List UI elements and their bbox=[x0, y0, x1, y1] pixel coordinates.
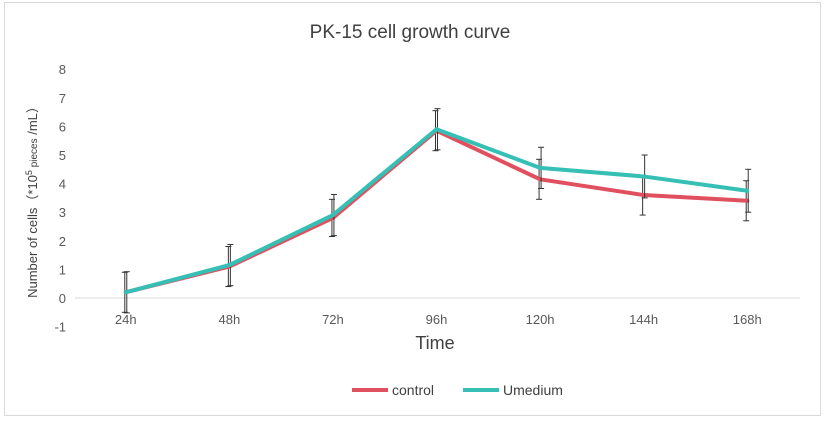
data-point bbox=[227, 263, 232, 268]
x-tick-label: 168h bbox=[733, 312, 762, 327]
data-point bbox=[538, 165, 543, 170]
x-axis-label: Time bbox=[415, 333, 454, 353]
legend-item-Umedium: Umedium bbox=[463, 382, 563, 398]
y-tick-label: 0 bbox=[59, 291, 66, 306]
data-point bbox=[434, 127, 439, 132]
chart-title: PK-15 cell growth curve bbox=[310, 22, 511, 43]
series-line-Umedium bbox=[123, 127, 750, 295]
x-tick-label: 144h bbox=[629, 312, 658, 327]
y-axis-label: Number of cells（*105 pieces /mL） bbox=[24, 100, 40, 298]
data-point bbox=[641, 174, 646, 179]
x-tick-label: 120h bbox=[526, 312, 555, 327]
x-tick-label: 24h bbox=[115, 312, 137, 327]
data-point bbox=[330, 213, 335, 218]
legend-label: control bbox=[392, 382, 434, 398]
y-tick-label: 6 bbox=[59, 119, 66, 134]
x-tick-label: 48h bbox=[219, 312, 241, 327]
series-control bbox=[121, 110, 750, 313]
y-tick-label: 3 bbox=[59, 205, 66, 220]
y-tick-label: 8 bbox=[59, 62, 66, 77]
series-Umedium bbox=[123, 108, 752, 314]
x-tick-labels: 24h 48h 72h 96h 120h 144h 168h bbox=[115, 312, 762, 327]
y-tick-label: -1 bbox=[54, 320, 66, 335]
legend-label: Umedium bbox=[503, 382, 563, 398]
y-axis-label-unit-small: pieces bbox=[29, 138, 40, 170]
y-tick-label: 2 bbox=[59, 234, 66, 249]
x-tick-label: 96h bbox=[426, 312, 448, 327]
y-tick-label: 1 bbox=[59, 262, 66, 277]
data-point bbox=[745, 188, 750, 193]
y-tick-label: 4 bbox=[59, 177, 66, 192]
y-tick-label: 5 bbox=[59, 148, 66, 163]
x-tick-label: 72h bbox=[322, 312, 344, 327]
y-tick-label: 7 bbox=[59, 91, 66, 106]
chart-frame bbox=[4, 2, 821, 416]
legend: control Umedium bbox=[352, 382, 563, 398]
series-layer bbox=[121, 108, 752, 314]
y-axis-label-superscript: 5 bbox=[24, 170, 34, 175]
data-point bbox=[123, 290, 128, 295]
legend-item-control: control bbox=[352, 382, 434, 398]
y-tick-labels: -1 0 1 2 3 4 5 6 7 8 bbox=[54, 62, 66, 334]
